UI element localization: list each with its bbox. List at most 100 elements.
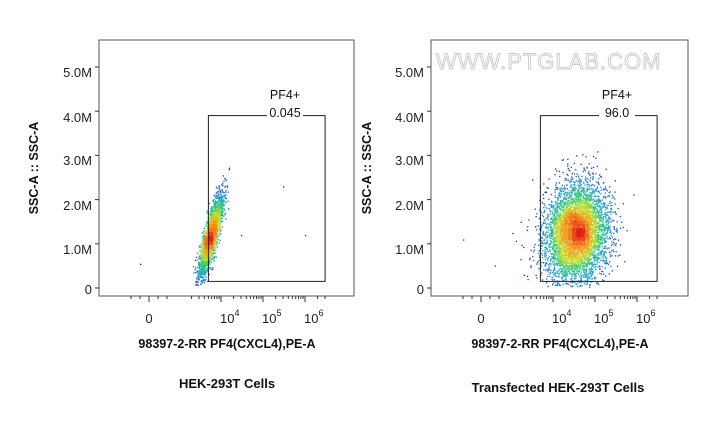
event-dot — [590, 204, 592, 206]
event-dot — [542, 256, 544, 259]
event-dot — [565, 187, 567, 189]
event-dot — [594, 278, 596, 280]
event-dot — [573, 190, 575, 192]
event-dot — [571, 280, 574, 282]
event-dot — [605, 245, 607, 248]
event-dot — [212, 212, 214, 214]
event-dot — [544, 259, 547, 261]
event-dot — [602, 247, 604, 249]
event-dot — [583, 273, 585, 276]
event-dot — [570, 199, 572, 201]
event-dot — [555, 182, 558, 184]
event-dot — [565, 267, 568, 269]
event-dot — [548, 204, 550, 206]
event-dot — [579, 275, 581, 277]
event-dot — [603, 234, 605, 236]
event-dot — [210, 207, 212, 209]
event-dot — [598, 237, 600, 239]
event-dot — [215, 226, 217, 228]
event-dot — [596, 263, 598, 265]
event-dot — [601, 245, 603, 247]
event-dot — [544, 242, 546, 244]
event-dot — [602, 196, 605, 199]
event-dot — [607, 195, 610, 197]
event-dot — [558, 193, 560, 195]
event-dot — [595, 269, 597, 271]
event-dot — [218, 201, 220, 203]
event-dot — [592, 252, 594, 254]
event-dot — [597, 232, 599, 234]
event-dot — [554, 237, 556, 239]
event-dot — [582, 197, 585, 199]
event-dot — [215, 221, 217, 224]
event-dot — [601, 207, 604, 209]
event-dot — [200, 265, 202, 268]
event-dot — [213, 238, 215, 240]
event-dot — [610, 232, 612, 234]
event-dot — [583, 190, 585, 192]
event-dot — [598, 213, 600, 215]
event-dot — [543, 222, 545, 224]
event-dot — [580, 193, 582, 195]
event-dot — [211, 236, 213, 238]
event-dot — [576, 269, 578, 271]
event-dot — [613, 228, 616, 231]
event-dot — [221, 215, 223, 217]
event-dot — [580, 203, 582, 205]
event-dot — [209, 226, 211, 228]
event-dot — [598, 261, 600, 264]
event-dot — [594, 220, 596, 222]
event-dot — [610, 265, 612, 267]
event-dot — [211, 254, 213, 256]
event-dot — [551, 257, 553, 259]
event-dot — [223, 200, 225, 202]
event-dot — [594, 230, 596, 233]
event-dot — [586, 185, 588, 187]
event-dot — [570, 265, 572, 267]
event-dot — [554, 207, 556, 209]
event-dot — [615, 213, 617, 215]
event-dot — [583, 168, 585, 171]
event-dot — [598, 229, 600, 231]
event-dot — [600, 239, 602, 242]
event-dot — [573, 199, 575, 201]
event-dot — [542, 231, 544, 233]
event-dot — [577, 266, 579, 268]
event-dot — [580, 264, 582, 266]
event-dot — [201, 265, 203, 267]
event-dot — [203, 253, 205, 255]
event-dot — [588, 259, 590, 262]
event-dot — [563, 187, 565, 189]
event-dot — [553, 222, 555, 224]
event-dot — [546, 242, 548, 244]
event-dot — [550, 221, 552, 223]
event-dot — [218, 239, 220, 241]
event-dot — [543, 203, 545, 205]
event-dot — [558, 283, 560, 285]
event-dot — [204, 225, 206, 227]
event-dot — [218, 211, 220, 214]
event-dot — [200, 276, 202, 279]
event-dot — [574, 190, 576, 192]
event-dot — [586, 267, 588, 269]
event-dot — [217, 224, 219, 227]
event-dot — [549, 234, 551, 237]
event-dot — [588, 251, 590, 254]
event-dot — [606, 231, 609, 233]
event-dot — [215, 234, 217, 236]
event-dot — [213, 205, 215, 207]
event-dot — [206, 237, 208, 239]
event-dot — [585, 271, 587, 273]
event-dot — [550, 206, 553, 208]
event-dot — [556, 214, 558, 216]
event-dot — [558, 257, 560, 259]
event-dot — [553, 236, 555, 238]
event-dot — [566, 173, 568, 175]
event-dot — [590, 193, 592, 195]
event-dot — [584, 257, 586, 260]
event-dot — [205, 232, 208, 234]
event-dot — [215, 212, 217, 214]
event-dot — [212, 220, 214, 222]
event-dot — [210, 224, 212, 226]
event-dot — [594, 255, 596, 258]
